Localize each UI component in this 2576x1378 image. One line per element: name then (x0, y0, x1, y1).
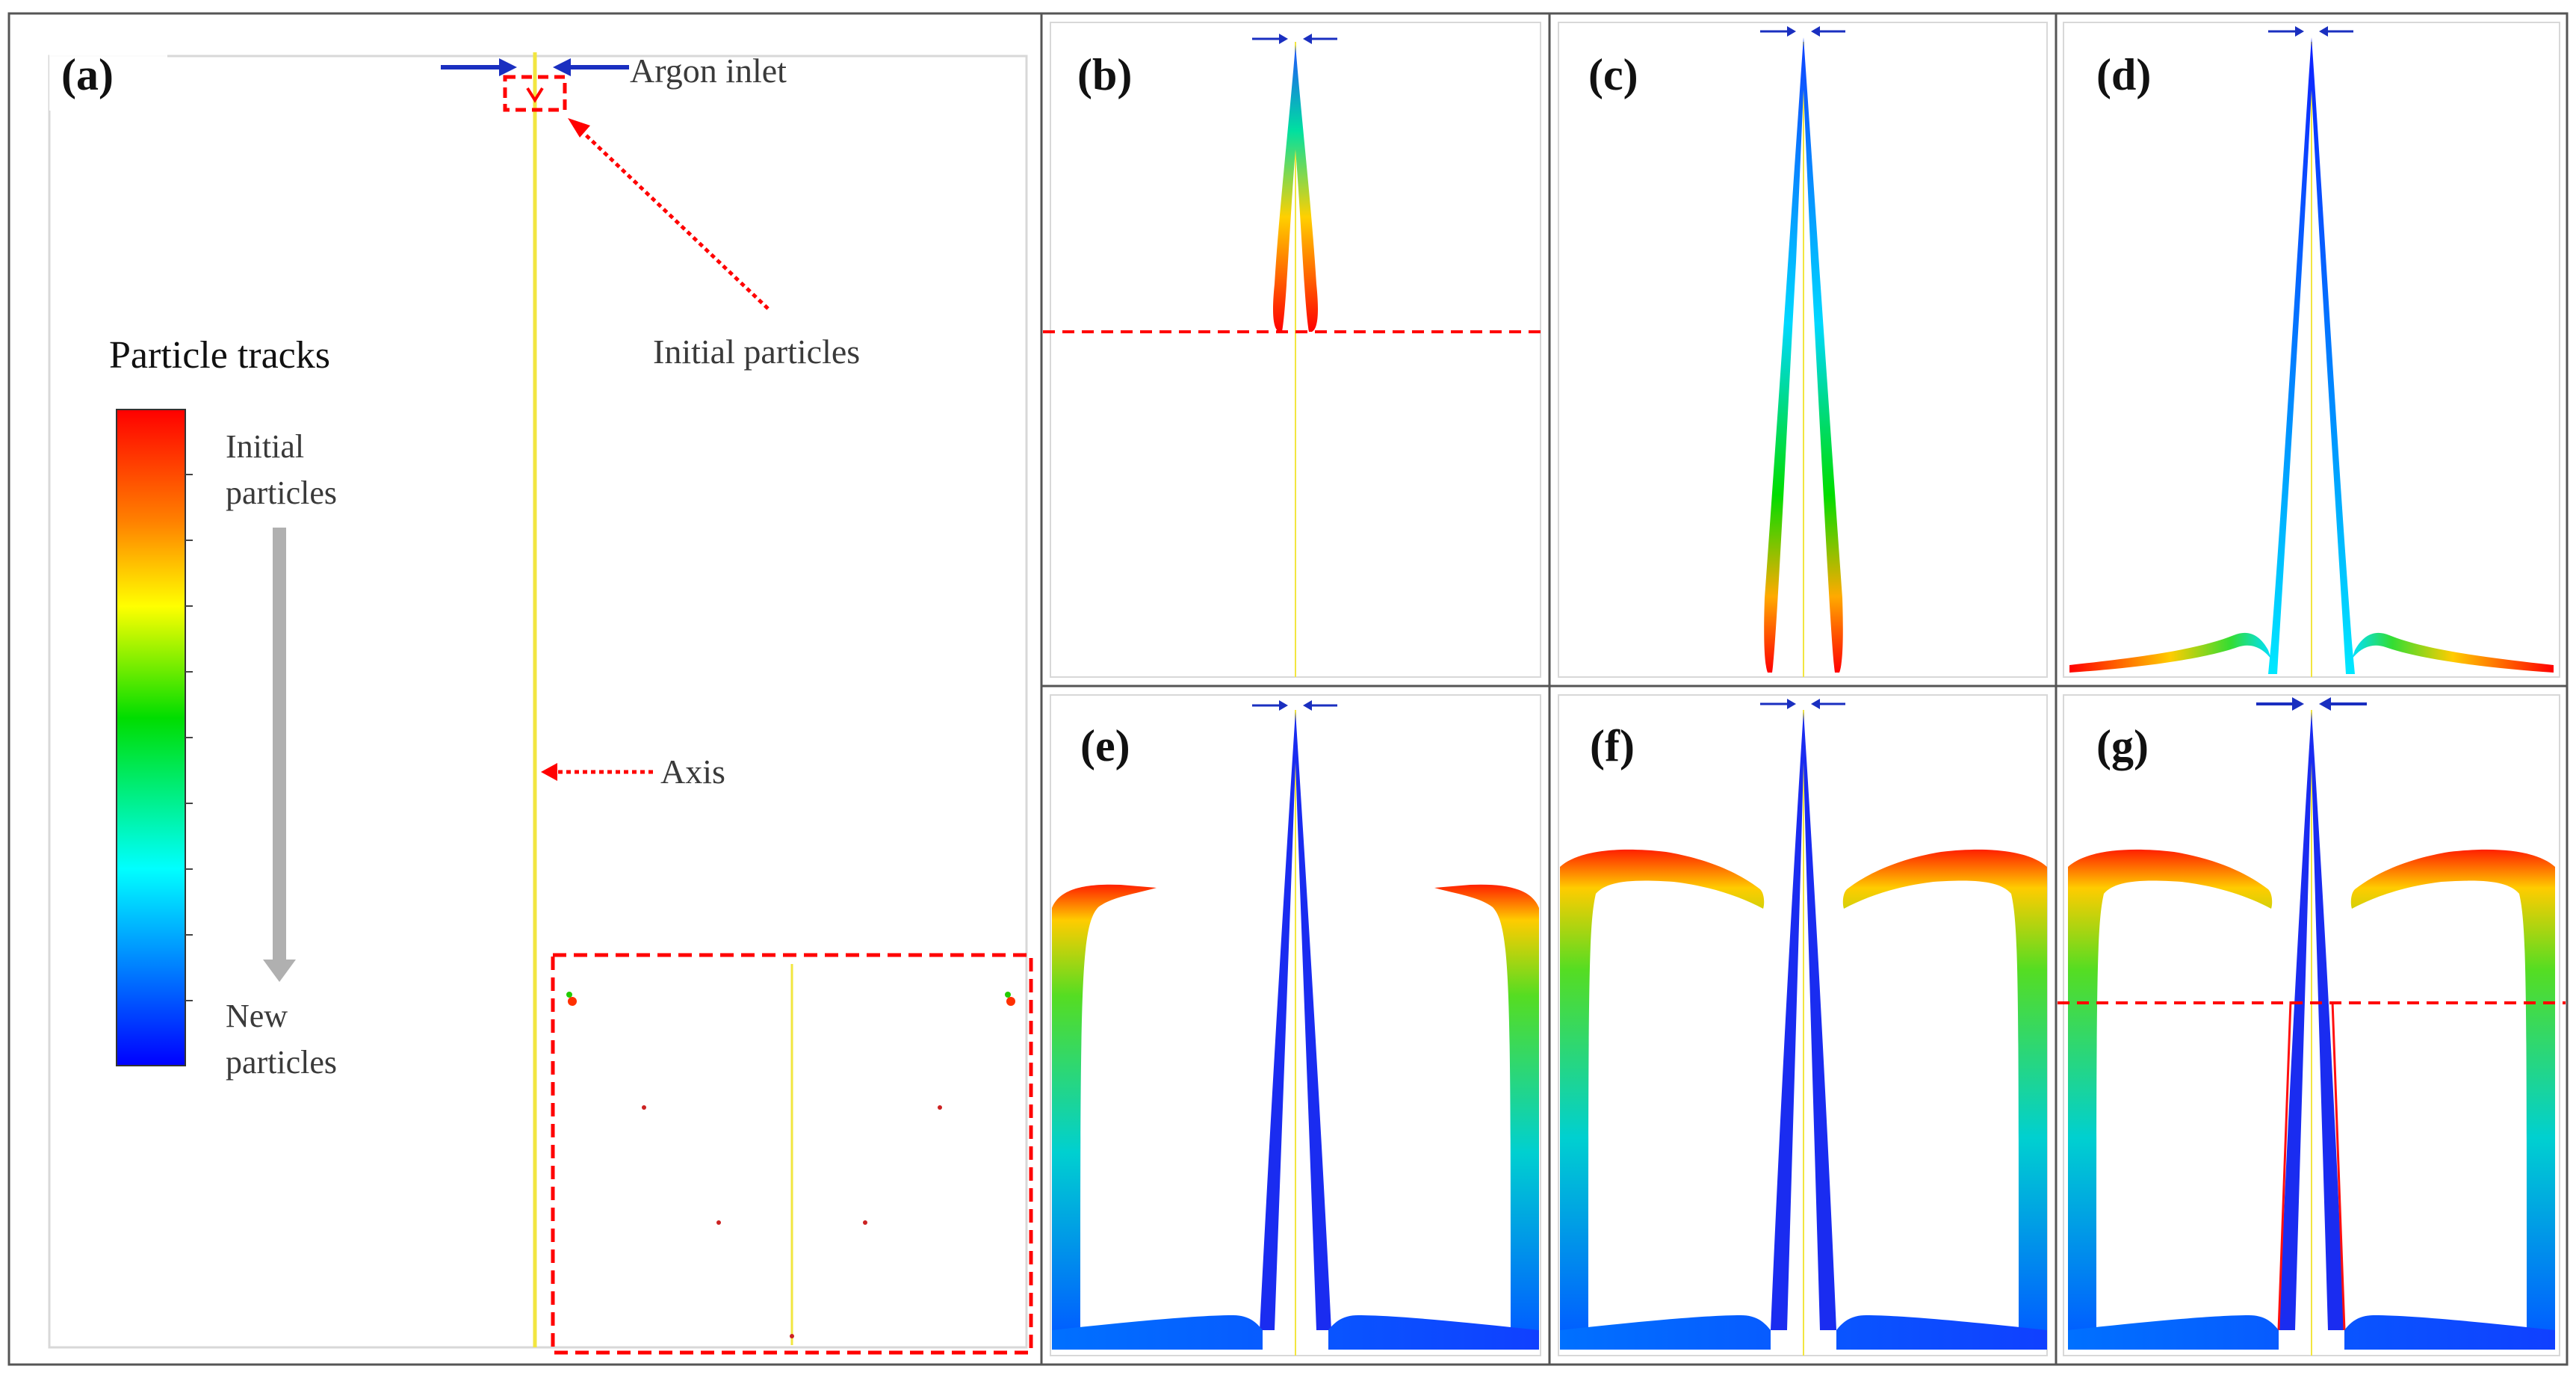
panel-g-jet (2279, 711, 2344, 1330)
panel-c-jet (1764, 37, 1843, 673)
initial-particles-box (503, 75, 567, 112)
panel-f-inlet-arrows (1760, 699, 1845, 709)
panel-f-floor (1560, 1315, 2047, 1350)
legend-colorbar (116, 409, 186, 1066)
panel-label-f: (f) (1590, 721, 1635, 770)
panel-c (1558, 22, 2048, 678)
panel-d-inlet-arrows (2268, 26, 2353, 37)
panel-label-a: (a) (61, 50, 114, 99)
panel-f-jet (1771, 711, 1836, 1330)
panel-grid (7, 12, 2569, 1366)
legend-title: Particle tracks (109, 334, 330, 377)
legend-ticks (185, 474, 193, 1001)
panel-e-floor (1052, 1315, 1539, 1350)
initial-particles-marker (526, 87, 544, 103)
panel-label-c: (c) (1588, 50, 1638, 99)
panel-b-jet (1273, 45, 1318, 332)
panel-a: Argon inlet Initial particles Axis Parti… (48, 52, 1033, 1355)
argon-inlet-arrows (441, 58, 629, 76)
panel-labels: (a) (b) (c) (d) (e) (f) (g) (49, 39, 2190, 782)
panel-e-jet (1260, 711, 1331, 1330)
panel-g (2058, 694, 2566, 1356)
panel-a-domain-frame (48, 55, 1028, 1349)
initial-particles-label: Initial particles (653, 333, 860, 371)
axis-arrow (541, 763, 653, 781)
panel-d-side-right (2352, 632, 2554, 673)
panel-g-wall-right (2350, 849, 2555, 1330)
legend-direction-arrow (263, 528, 296, 982)
panel-g-jet-red-edge (2277, 1001, 2346, 1331)
panel-e-wall-right (1434, 884, 1539, 1330)
panel-d (2063, 22, 2560, 678)
panel-label-e: (e) (1080, 721, 1130, 770)
legend-bottom-label-line2: particles (226, 1044, 337, 1081)
axis-label: Axis (660, 753, 725, 791)
initial-particles-arrow (568, 118, 770, 310)
panel-d-jet (2268, 37, 2355, 674)
panel-label-b: (b) (1077, 50, 1132, 99)
panel-f-wall-right (1842, 849, 2047, 1330)
legend-top-label-line1: Initial (226, 428, 304, 465)
argon-inlet-label: Argon inlet (630, 52, 787, 90)
panel-b-inlet-arrows (1252, 34, 1337, 44)
panel-e (1050, 694, 1541, 1356)
panel-f-wall-left (1560, 849, 1765, 1330)
panel-d-side-left (2069, 632, 2271, 673)
panel-b (1043, 22, 1548, 678)
legend-top-label-line2: particles (226, 475, 337, 511)
panel-g-wall-left (2068, 849, 2273, 1330)
panel-g-floor (2068, 1315, 2555, 1350)
zoom-inset (551, 953, 1033, 1355)
panel-c-inlet-arrows (1760, 26, 1845, 37)
panel-label-g: (g) (2096, 721, 2149, 770)
panel-g-inlet-arrows (2256, 697, 2367, 711)
panel-label-d: (d) (2096, 50, 2151, 99)
legend-bottom-label-line1: New (226, 998, 288, 1034)
panel-e-wall-left (1052, 884, 1157, 1330)
panel-e-inlet-arrows (1252, 700, 1337, 711)
legend: Particle tracks Initial particles New pa… (109, 334, 337, 1081)
panel-f (1558, 694, 2048, 1356)
